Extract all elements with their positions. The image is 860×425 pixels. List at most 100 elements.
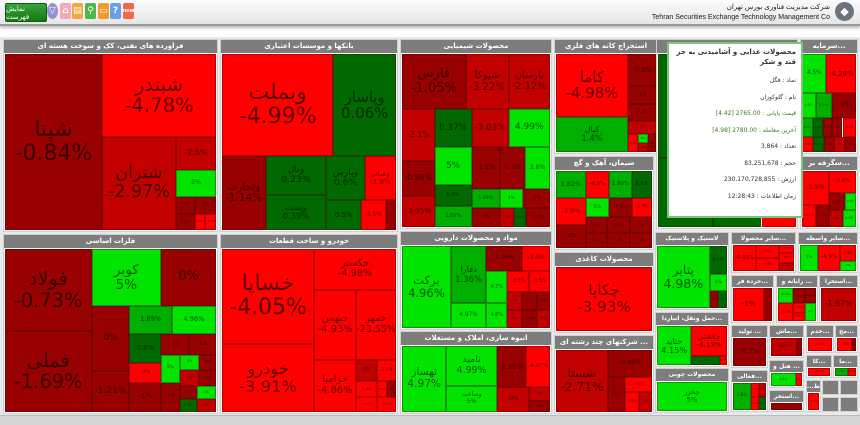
stock-tile[interactable]: -3.5%	[205, 214, 216, 230]
stock-tile[interactable]: -3.5%	[507, 271, 530, 292]
sector-title[interactable]: ط...	[807, 381, 820, 392]
stock-tile[interactable]: 5%	[434, 147, 472, 186]
stock-tile[interactable]: -3%	[496, 386, 530, 412]
stock-tile[interactable]: -3%	[529, 386, 550, 402]
sector-title[interactable]: ... رایانه و	[777, 276, 817, 287]
stock-tile[interactable]: -1%	[523, 188, 550, 208]
sector-title[interactable]: ...خرده فر	[732, 276, 773, 287]
stock-tile[interactable]: خمهر -23.55%	[355, 289, 396, 360]
sector-title[interactable]: بانکها و موسسات اعتباری	[221, 40, 397, 53]
stock-tile[interactable]: -3.05%	[402, 195, 435, 227]
stock-tile[interactable]: 0.5%	[759, 396, 766, 410]
stock-tile[interactable]: -1%	[804, 288, 816, 303]
stock-tile[interactable]: -1%	[585, 232, 607, 248]
stock-tile[interactable]: ثامید 4.99%	[446, 346, 497, 386]
stock-tile[interactable]: -1%	[815, 204, 829, 227]
stock-tile[interactable]: -4.99%	[733, 245, 757, 271]
stock-tile[interactable]: وصادر -3.9%	[364, 156, 396, 201]
stock-tile[interactable]: شستا -2.71%	[556, 350, 608, 412]
stock-tile[interactable]: -3.5%	[793, 312, 805, 321]
stock-tile[interactable]: -0.93%	[486, 246, 522, 272]
sector-title[interactable]: ...ما	[834, 356, 857, 367]
stock-tile[interactable]: خزامیا -4.86%	[314, 359, 356, 412]
stock-tile[interactable]: 5%	[175, 170, 216, 197]
stock-tile[interactable]: وپاسار 0.06%	[333, 54, 396, 157]
stock-tile[interactable]: -1%	[852, 338, 856, 351]
stock-tile[interactable]: -3.9%	[556, 197, 586, 225]
sector-title[interactable]: ...سایر محصولا	[732, 233, 795, 244]
stock-tile[interactable]: -1.5%	[822, 117, 832, 138]
stock-tile[interactable]: 0.6%	[709, 246, 727, 274]
stock-tile[interactable]: -1%	[771, 403, 802, 410]
stock-tile[interactable]: -3.5%	[778, 302, 794, 321]
stock-tile[interactable]: پتایر 4.98%	[657, 246, 710, 308]
stock-tile[interactable]: خساپا -4.05%	[222, 249, 315, 344]
stock-tile[interactable]: 5%	[161, 354, 181, 383]
stock-tile[interactable]: -1.21%	[91, 371, 130, 412]
stock-tile[interactable]: -3.5%	[194, 214, 206, 230]
stock-tile[interactable]: کوبر 5%	[91, 249, 162, 307]
sector-title[interactable]: خودرو و ساخت قطعات	[221, 235, 397, 248]
stock-tile[interactable]: پارسان -2.12%	[508, 54, 550, 110]
stock-tile[interactable]: -3.6%	[779, 252, 794, 264]
stock-tile[interactable]: -3.4%	[625, 376, 652, 393]
stock-tile[interactable]: -1.02%	[496, 346, 527, 387]
stock-tile[interactable]: 0.6%	[631, 171, 652, 198]
stock-tile[interactable]: شبندر -4.78%	[102, 54, 216, 137]
stock-tile[interactable]: 0.5%	[812, 117, 823, 138]
sector-title[interactable]: استخراج کانه های فلزی	[555, 40, 657, 53]
sector-title[interactable]: محصولات چوبی	[656, 369, 728, 381]
stock-tile[interactable]: -3.5%	[355, 397, 377, 412]
stock-tile[interactable]: -4.28%	[826, 54, 856, 94]
stock-tile[interactable]: -1%	[831, 117, 843, 138]
sector-title[interactable]: ...استخر	[770, 391, 803, 402]
stock-tile[interactable]: -3.8%	[840, 245, 856, 261]
stock-tile[interactable]: شپنا -0.84%	[5, 54, 103, 230]
stock-tile[interactable]: 0%	[161, 249, 216, 307]
stock-tile[interactable]: -3.5%	[842, 117, 856, 138]
stock-tile[interactable]: -1%	[556, 224, 586, 248]
stock-tile[interactable]: -1%	[161, 382, 181, 412]
sector-title[interactable]: فلزات اساسی	[4, 235, 217, 248]
stock-tile[interactable]: -1%	[629, 232, 652, 248]
stock-tile[interactable]: خودرو -3.91%	[222, 343, 315, 412]
stock-tile[interactable]: -1.3%	[606, 232, 630, 248]
stock-tile[interactable]: وپارس 0.6%	[326, 156, 365, 201]
sector-title[interactable]: ...خدم	[807, 326, 833, 337]
sector-title[interactable]: فراورده های نفتی، کک و سوخت هسته ای	[4, 40, 217, 53]
stock-tile[interactable]: خبهمن -4.93%	[314, 289, 356, 360]
stock-tile[interactable]: 5%	[800, 245, 818, 271]
stock-tile[interactable]: چخزر 5%	[657, 382, 727, 411]
stock-tile[interactable]: -0.88%	[607, 350, 652, 377]
stock-tile[interactable]: -1%	[764, 288, 772, 321]
stock-tile[interactable]: -5%	[733, 288, 765, 321]
stock-tile[interactable]: -2%	[499, 207, 515, 227]
stock-tile[interactable]: -3.6%	[829, 171, 856, 194]
sector-title[interactable]: ...فعالی	[732, 371, 767, 382]
stock-tile[interactable]: 0.6%	[129, 333, 162, 364]
stock-tile[interactable]: -1%	[199, 354, 216, 370]
stock-tile[interactable]: برکت 4.96%	[402, 246, 451, 328]
stock-tile[interactable]: 4.8%	[486, 303, 508, 328]
stock-tile[interactable]: 4.99%	[508, 109, 550, 148]
stock-tile[interactable]: -0.9%	[628, 54, 656, 87]
stock-tile[interactable]: -1.5%	[526, 207, 550, 227]
stock-tile[interactable]: 1.82%	[556, 171, 586, 198]
stock-tile[interactable]: 4.96%	[171, 306, 216, 334]
stock-tile[interactable]: -3.5%	[720, 356, 727, 365]
stock-tile[interactable]: 4.7%	[486, 271, 508, 304]
stock-tile[interactable]: -3%	[628, 120, 656, 135]
stock-tile[interactable]: 1.9%	[835, 368, 848, 376]
stock-tile[interactable]: -3.5%	[625, 392, 639, 412]
stock-tile[interactable]: -1.1%	[499, 147, 525, 189]
stock-tile[interactable]: وساخت 5%	[446, 385, 497, 412]
stock-tile[interactable]: ونال 0.23%	[265, 156, 327, 195]
stock-tile[interactable]: 0.8%	[434, 185, 472, 207]
stock-tile[interactable]: 0.6%	[812, 137, 824, 152]
stock-tile[interactable]: -3%	[829, 210, 843, 227]
stock-tile[interactable]: -3%	[536, 309, 550, 328]
stock-tile[interactable]: -1%	[161, 333, 189, 355]
stock-tile[interactable]: -3.5%	[808, 368, 830, 376]
stock-tile[interactable]: -1%	[797, 338, 802, 356]
stock-tile[interactable]: -1%	[585, 217, 607, 233]
